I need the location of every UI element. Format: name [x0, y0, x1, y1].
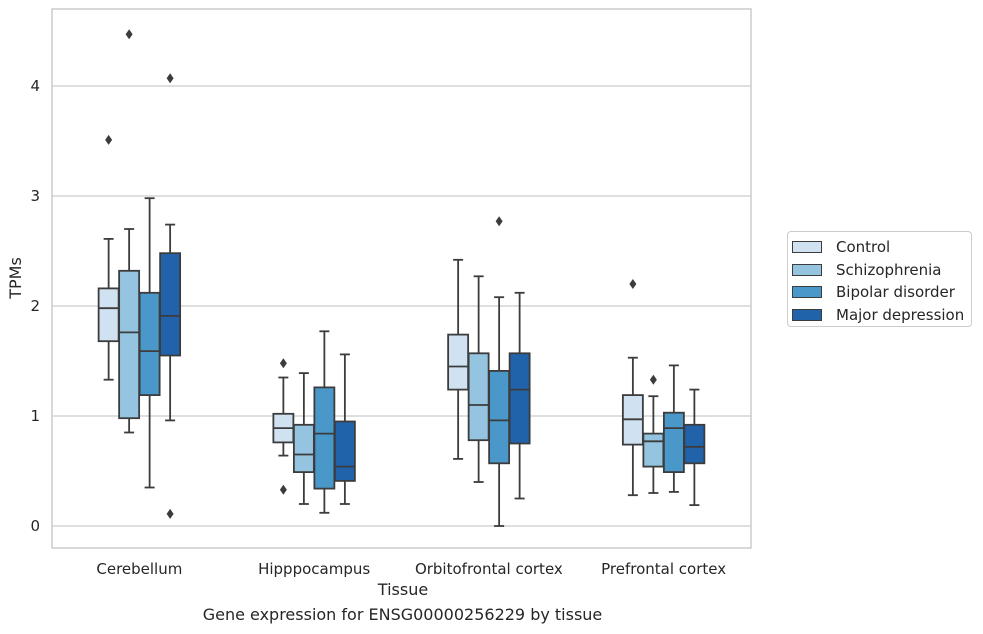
legend-label-schizophrenia: Schizophrenia	[836, 260, 942, 279]
box-iqr	[138, 291, 161, 396]
box-major-depression-0	[159, 73, 182, 519]
box-schizophrenia-0	[118, 29, 141, 434]
box-control-1	[272, 358, 295, 495]
x-tick-label-0: Cerebellum	[96, 560, 182, 578]
y-axis-label: TPMs	[6, 257, 25, 300]
box-iqr	[292, 423, 315, 473]
box-iqr	[662, 411, 685, 474]
outlier-point-0	[279, 484, 287, 495]
x-tick-label-2: Orbitofrontal cortex	[415, 560, 563, 578]
legend-label-major-depression: Major depression	[836, 305, 965, 324]
outlier-point-1	[279, 358, 287, 369]
x-tick-label-1: Hipppocampus	[258, 560, 370, 578]
boxes-layer	[97, 29, 706, 527]
legend: Control Schizophrenia Bipolar disorder M…	[787, 231, 972, 327]
box-bipolar-disorder-0	[138, 197, 161, 489]
box-bipolar-disorder-3	[662, 364, 685, 493]
box-schizophrenia-1	[292, 372, 315, 505]
legend-swatch-bipolar-disorder	[792, 286, 822, 299]
chart-caption: Gene expression for ENSG00000256229 by t…	[202, 605, 603, 624]
box-iqr	[488, 369, 511, 465]
box-major-depression-2	[508, 291, 531, 500]
x-tick-label-3: Prefrontal cortex	[601, 560, 726, 578]
y-tick-label-1: 1	[30, 407, 40, 425]
box-iqr	[313, 386, 336, 490]
box-iqr	[97, 287, 120, 343]
plot-frame	[51, 8, 752, 549]
legend-item-bipolar-disorder: Bipolar disorder	[792, 281, 971, 304]
legend-item-major-depression: Major depression	[792, 304, 971, 327]
legend-swatch-schizophrenia	[792, 263, 822, 276]
box-major-depression-1	[333, 353, 356, 505]
legend-item-schizophrenia: Schizophrenia	[792, 259, 971, 282]
legend-swatch-major-depression	[792, 308, 822, 321]
outlier-point-0	[166, 73, 174, 84]
legend-label-control: Control	[836, 238, 891, 257]
outlier-point-0	[629, 279, 637, 289]
legend-label-bipolar-disorder: Bipolar disorder	[836, 283, 955, 302]
y-tick-label-2: 2	[30, 297, 40, 315]
legend-item-control: Control	[792, 236, 971, 259]
box-bipolar-disorder-2	[488, 216, 511, 527]
box-schizophrenia-3	[642, 374, 665, 494]
x-axis-label: Tissue	[377, 580, 428, 599]
box-iqr	[159, 252, 182, 357]
box-bipolar-disorder-1	[313, 330, 336, 514]
legend-swatch-control	[792, 241, 822, 254]
box-major-depression-3	[683, 388, 706, 507]
tick-labels: 0 1 2 3 4 Cerebellum Hipppocampus Orbitofrontal…	[30, 77, 726, 578]
outlier-point-0	[125, 29, 133, 40]
box-schizophrenia-2	[467, 275, 490, 483]
y-tick-label-4: 4	[30, 77, 40, 95]
y-tick-label-0: 0	[30, 517, 40, 535]
box-iqr	[467, 352, 490, 442]
box-iqr	[683, 423, 706, 465]
box-control-3	[621, 279, 644, 497]
box-iqr	[447, 333, 470, 391]
outlier-point-0	[495, 216, 503, 227]
outlier-point-0	[105, 134, 113, 145]
box-control-2	[447, 258, 470, 460]
outlier-point-0	[649, 374, 657, 385]
box-iqr	[642, 432, 665, 468]
box-iqr	[118, 269, 141, 420]
box-iqr	[508, 352, 531, 445]
box-iqr	[333, 420, 356, 482]
y-tick-label-3: 3	[30, 187, 40, 205]
outlier-point-1	[166, 508, 174, 519]
box-control-0	[97, 134, 120, 381]
